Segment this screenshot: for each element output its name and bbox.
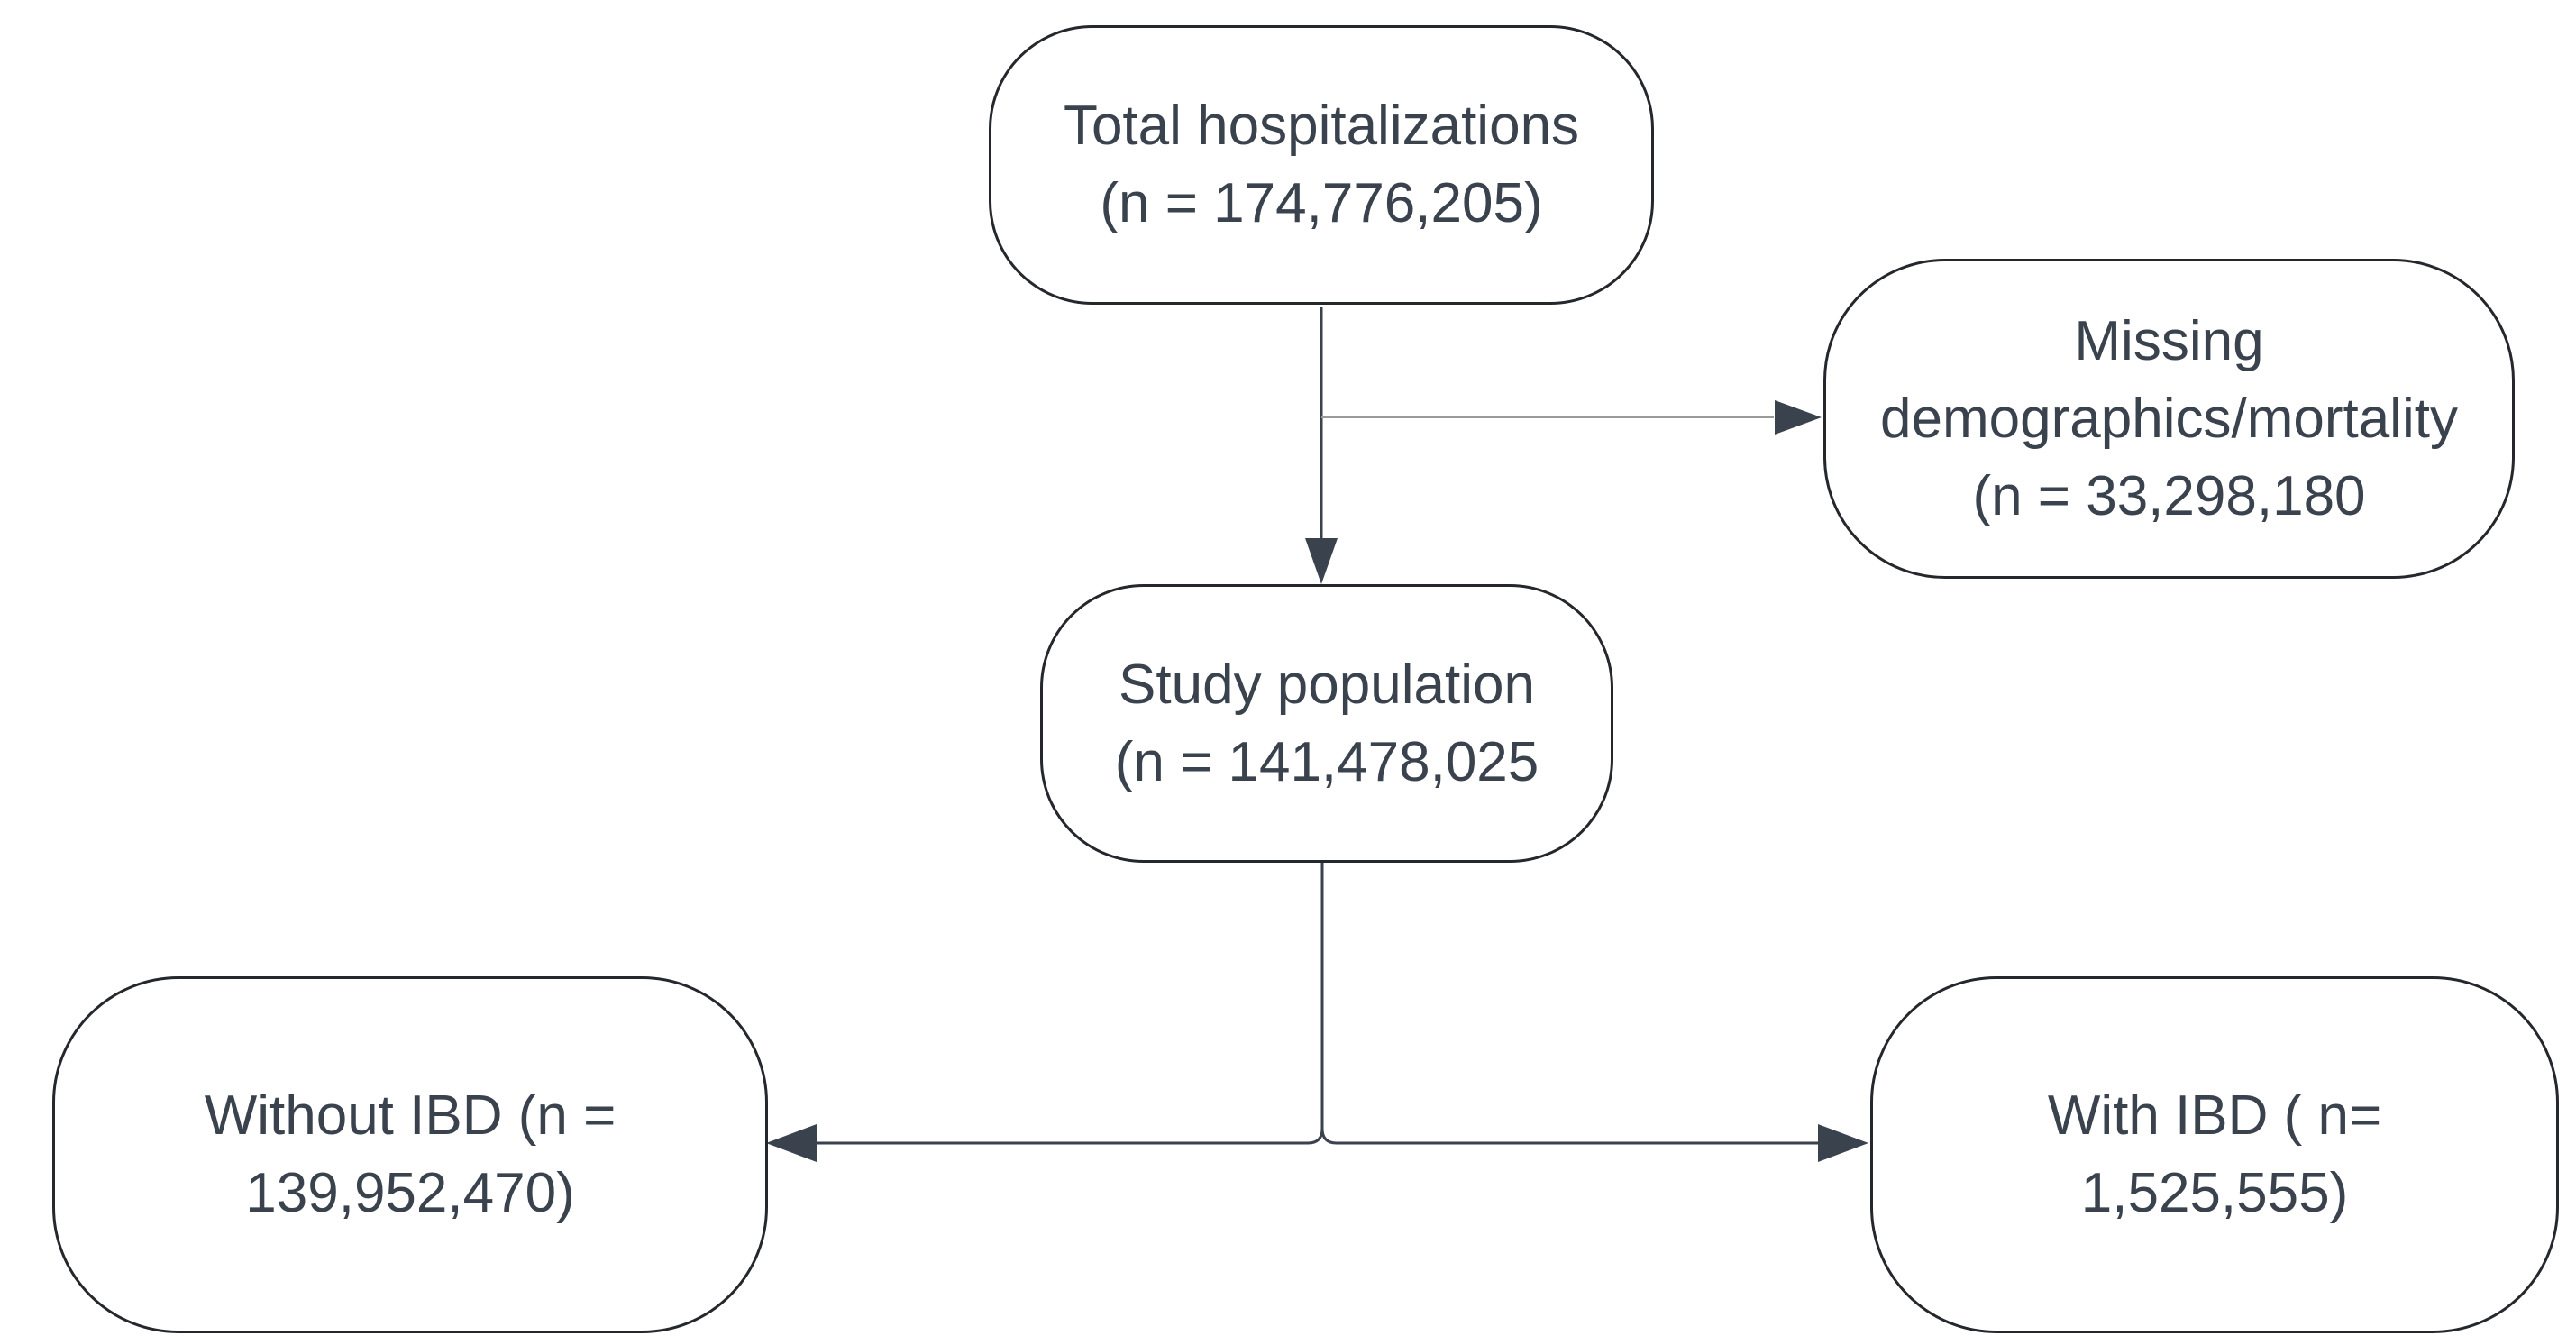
node-missing-demographics-label: Missing demographics/mortality (n = 33,2… — [1880, 303, 2458, 535]
node-study-population: Study population (n = 141,478,025 — [1040, 584, 1613, 863]
node-text-line: 139,952,470) — [245, 1162, 575, 1224]
node-with-ibd: With IBD ( n= 1,525,555) — [1870, 976, 2559, 1333]
connector-study-to-without-ibd — [817, 861, 1324, 1145]
arrowhead-down-icon — [1305, 538, 1338, 584]
node-total-hospitalizations: Total hospitalizations (n = 174,776,205) — [989, 25, 1654, 305]
node-without-ibd: Without IBD (n = 139,952,470) — [52, 976, 768, 1333]
node-without-ibd-label: Without IBD (n = 139,952,470) — [205, 1077, 617, 1232]
node-text-line: Total hospitalizations — [1063, 95, 1580, 157]
arrowhead-right-icon — [1775, 400, 1822, 435]
node-with-ibd-label: With IBD ( n= 1,525,555) — [2048, 1077, 2381, 1232]
arrowhead-right-icon — [1818, 1124, 1868, 1162]
node-study-population-label: Study population (n = 141,478,025 — [1115, 646, 1539, 801]
node-text-line: Missing — [2074, 309, 2264, 372]
node-missing-demographics: Missing demographics/mortality (n = 33,2… — [1823, 259, 2515, 579]
node-text-line: 1,525,555) — [2080, 1162, 2349, 1224]
node-text-line: Study population — [1119, 653, 1535, 716]
node-text-line: Without IBD (n = — [204, 1084, 617, 1147]
node-text-line: (n = 174,776,205) — [1100, 172, 1543, 234]
node-text-line: (n = 141,478,025 — [1114, 730, 1539, 793]
node-text-line: demographics/mortality — [1880, 387, 2458, 450]
connector-study-to-with-ibd — [1320, 1128, 1820, 1145]
node-text-line: With IBD ( n= — [2047, 1084, 2382, 1147]
node-text-line: (n = 33,298,180 — [1972, 464, 2366, 527]
arrowhead-left-icon — [766, 1124, 817, 1162]
node-total-hospitalizations-label: Total hospitalizations (n = 174,776,205) — [1064, 87, 1579, 242]
